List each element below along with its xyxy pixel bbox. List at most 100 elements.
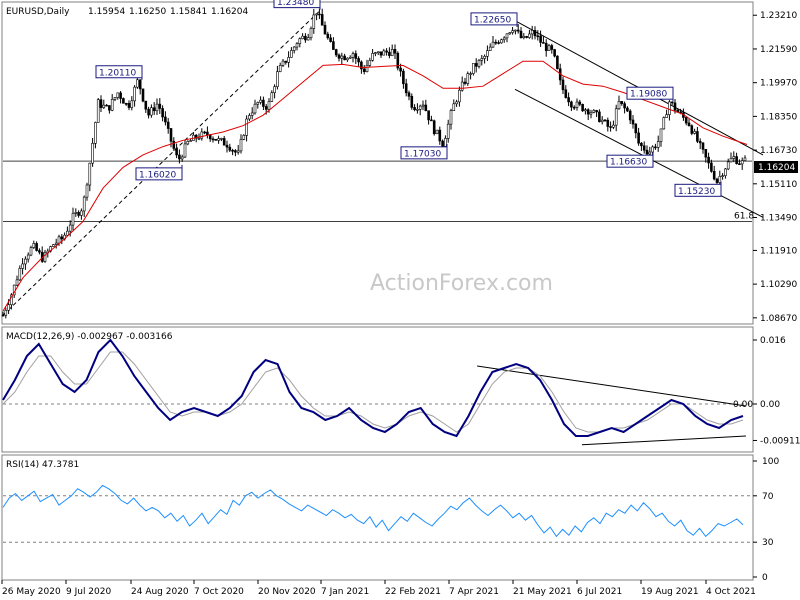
candle-body [15, 279, 19, 286]
candle-body [29, 247, 33, 256]
date-axis-label: 22 Feb 2021 [385, 587, 441, 597]
price-axis-label: 1.19970 [760, 79, 797, 89]
macd-line [2, 338, 744, 438]
candle-body [74, 212, 78, 214]
candle-body [444, 138, 447, 147]
candle-body [385, 50, 388, 53]
candle-body [494, 41, 498, 44]
candle-body [110, 99, 114, 111]
price-header: EURUSD,Daily 1.15954 1.16250 1.15841 1.1… [6, 7, 248, 17]
candle-body [32, 243, 36, 248]
candle-body [264, 106, 268, 110]
candle-body [326, 33, 330, 39]
candle-body [334, 49, 338, 56]
candle-body [332, 41, 335, 50]
macd-trendline [477, 365, 747, 407]
candle-body [637, 132, 640, 144]
price-annotations: 1.23480 1.20110 1.16020 1.17030 1.22650 1.190… [95, 0, 722, 197]
price-axis-label: 1.23210 [760, 11, 797, 21]
macd-axis-label: 0.016 [760, 336, 786, 346]
candle-body [570, 101, 573, 108]
candle-body [399, 67, 402, 72]
candle-body [206, 131, 209, 136]
candle-body [108, 105, 111, 111]
candle-body [320, 14, 324, 26]
candle-body [578, 101, 582, 105]
candle-body [648, 151, 652, 155]
candle-body [127, 103, 131, 108]
candle-body [631, 119, 635, 125]
main-horizontal-lines: 61.8 [3, 160, 754, 222]
candle-body [488, 46, 492, 51]
candle-body [166, 121, 170, 129]
candle-body [626, 107, 629, 112]
rsi-title: RSI(14) 47.3781 [6, 460, 79, 470]
candle-body [698, 141, 702, 144]
candle-body [231, 149, 234, 152]
price-axis-label: 1.16730 [760, 146, 797, 156]
price-axis-label: 1.13490 [760, 214, 797, 224]
candle-body [24, 258, 27, 265]
candle-body [645, 149, 649, 155]
candle-body [52, 244, 55, 247]
candle-body [659, 128, 663, 142]
candle-body [735, 156, 738, 165]
macd-axis-label: -0.009116 [760, 436, 800, 446]
candle-body [460, 81, 464, 91]
candle-body [1, 314, 5, 317]
candle-body [623, 103, 626, 109]
candle-body [194, 134, 198, 139]
candle-body [404, 83, 408, 94]
candle-body [228, 146, 232, 151]
candle-body [516, 29, 520, 32]
candle-body [640, 142, 643, 147]
candle-body [312, 14, 316, 29]
candle-body [329, 37, 332, 42]
date-x-axis: 26 May 2020 9 Jul 2020 24 Aug 2020 7 Oct 20… [1, 580, 756, 597]
candle-body [200, 131, 204, 139]
candle-body [368, 60, 372, 66]
candle-body [530, 30, 534, 35]
candle-body [525, 36, 528, 38]
date-axis-label: 26 May 2020 [2, 587, 61, 597]
candle-body [589, 112, 593, 115]
candle-body [236, 150, 240, 153]
candle-body [617, 101, 621, 110]
candle-body [172, 140, 176, 149]
candle-body [102, 104, 106, 108]
candle-body [572, 106, 576, 109]
candle-body [239, 139, 243, 152]
candle-body [267, 101, 271, 110]
candle-body [684, 117, 688, 124]
candle-body [407, 92, 411, 97]
fib-level-label: 61.8 [734, 211, 754, 221]
price-label-box [606, 154, 654, 168]
rsi-panel: RSI(14) 47.3781 100 70 30 0 [1, 454, 779, 583]
candle-body [105, 104, 108, 107]
candle-body [712, 171, 716, 180]
candle-body [491, 41, 495, 48]
candle-body [662, 117, 666, 130]
candle-body [35, 243, 38, 251]
candle-body [217, 138, 220, 141]
price-candles [1, 8, 747, 319]
candle-body [10, 294, 13, 305]
price-axis-label: 1.15110 [760, 180, 797, 190]
macd-signal-line [2, 351, 744, 433]
price-axis-label: 1.21590 [760, 45, 797, 55]
candle-body [318, 13, 321, 16]
candle-body [612, 124, 615, 128]
candle-body [136, 79, 139, 88]
candle-body [654, 146, 657, 149]
candle-body [343, 55, 346, 61]
candle-body [508, 32, 512, 35]
candle-body [441, 140, 444, 147]
candle-body [665, 114, 668, 118]
candle-body [416, 109, 419, 111]
date-axis-label: 7 Jan 2021 [321, 587, 369, 597]
macd-trendlines [477, 365, 747, 446]
candle-body [374, 52, 377, 54]
candle-body [438, 129, 442, 142]
candle-body [542, 42, 545, 44]
candle-body [180, 156, 184, 160]
